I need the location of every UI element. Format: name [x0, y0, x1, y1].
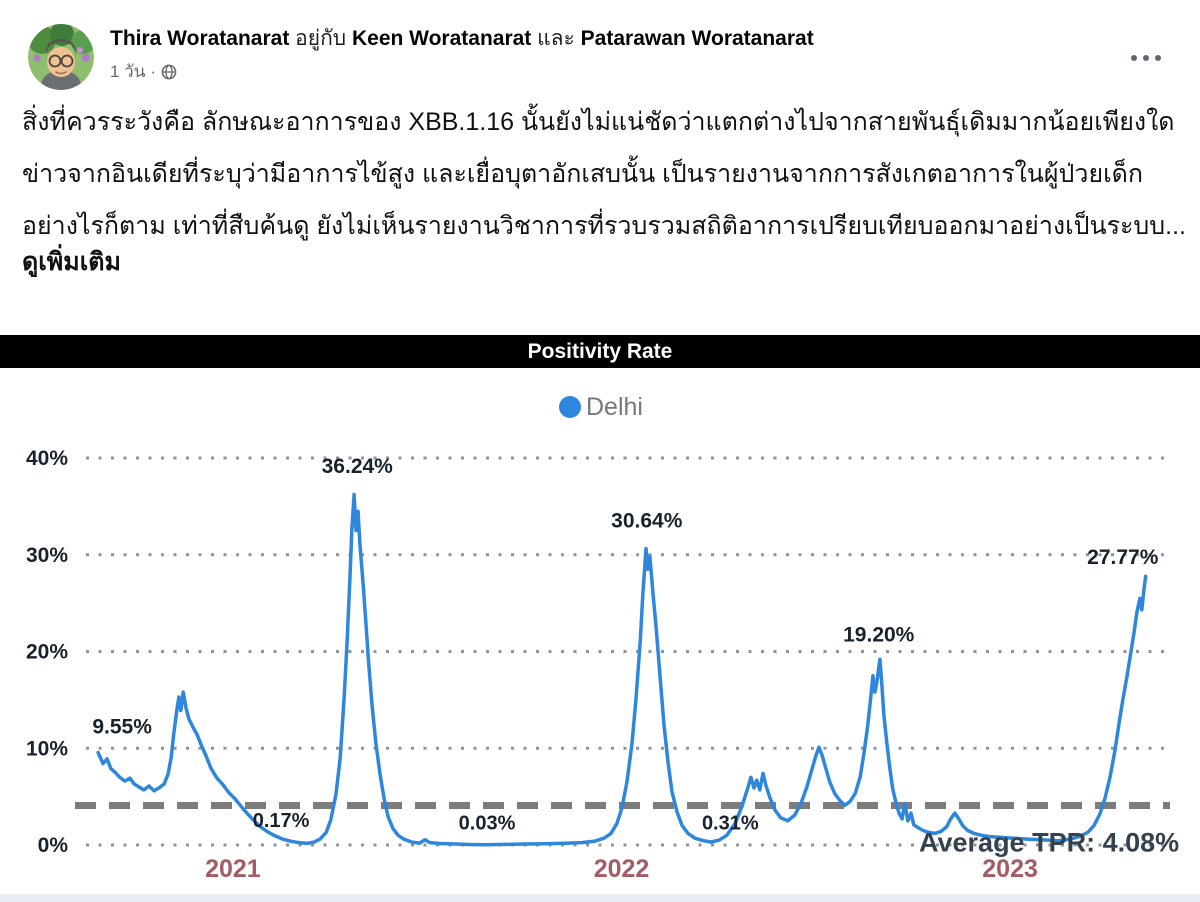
y-tick-label: 10%: [26, 737, 68, 760]
x-tick-label: 2021: [205, 855, 261, 883]
post-header: Thira Woratanarat อยู่กับ Keen Woratanar…: [28, 22, 1178, 94]
y-tick-label: 40%: [26, 447, 68, 470]
x-tick-label: 2023: [982, 855, 1038, 883]
image-bottom-edge: [0, 894, 1200, 902]
chart-annotation: 0.17%: [253, 810, 310, 832]
post-paragraph: สิ่งที่ควรระวังคือ ลักษณะอาการของ XBB.1.…: [22, 108, 1175, 136]
post-paragraph-text: อย่างไรก็ตาม เท่าที่สืบค้นดู ยังไม่เห็นร…: [22, 212, 1187, 240]
x-tick-label: 2022: [594, 855, 650, 883]
post-header-text: Thira Woratanarat อยู่กับ Keen Woratanar…: [110, 24, 1110, 85]
legend-label: Delhi: [586, 393, 643, 421]
y-tick-label: 20%: [26, 641, 68, 664]
legend-marker: [559, 396, 581, 418]
avatar[interactable]: [28, 24, 94, 90]
chart-annotation: 9.55%: [92, 715, 152, 738]
and-text: และ: [531, 27, 581, 50]
chart-annotation: 0.31%: [702, 813, 759, 835]
timestamp[interactable]: 1 วัน: [110, 62, 146, 81]
post-paragraph: อย่างไรก็ตาม เท่าที่สืบค้นดู ยังไม่เห็นร…: [22, 208, 1188, 280]
avatar-illustration: [28, 24, 94, 90]
chart-annotation: 0.03%: [459, 813, 516, 835]
see-more-link[interactable]: ดูเพิ่มเติม: [22, 248, 121, 276]
meta-separator: ·: [150, 61, 157, 81]
delhi-series-line: [96, 492, 1148, 847]
post-text: สิ่งที่ควรระวังคือ ลักษณะอาการของ XBB.1.…: [22, 104, 1188, 296]
chart-title: Positivity Rate: [0, 335, 1200, 368]
globe-icon: [161, 64, 177, 79]
chart-annotation: Average TPR: 4.08%: [919, 828, 1179, 858]
post-options-button[interactable]: [1124, 46, 1168, 70]
tagged-name-1[interactable]: Keen Woratanarat: [351, 27, 532, 50]
tagged-name-2[interactable]: Patarawan Woratanarat: [580, 27, 814, 50]
dot: [1155, 55, 1161, 61]
y-tick-label: 0%: [38, 834, 69, 857]
author-name[interactable]: Thira Woratanarat: [110, 27, 290, 50]
dot: [1143, 55, 1149, 61]
chart-annotation: 36.24%: [322, 455, 394, 478]
post-paragraph: ข่าวจากอินเดียที่ระบุว่ามีอาการไข้สูง แล…: [22, 160, 1144, 188]
post-image-chart[interactable]: Positivity Rate Delhi 0% 10% 20% 30% 40% 2021 2…: [0, 335, 1200, 902]
with-text: อยู่กับ: [289, 27, 352, 50]
positivity-rate-chart: Delhi 0% 10% 20% 30% 40% 2021 2022 2023 9.55% 36.2…: [26, 393, 1179, 883]
y-tick-label: 30%: [26, 544, 68, 567]
post-meta: 1 วัน ·: [110, 58, 1110, 85]
author-line: Thira Woratanarat อยู่กับ Keen Woratanar…: [110, 24, 1110, 54]
dot: [1131, 55, 1137, 61]
chart-annotation: 30.64%: [611, 509, 683, 532]
chart-annotation: 27.77%: [1087, 546, 1159, 569]
chart-annotation: 19.20%: [843, 623, 915, 646]
